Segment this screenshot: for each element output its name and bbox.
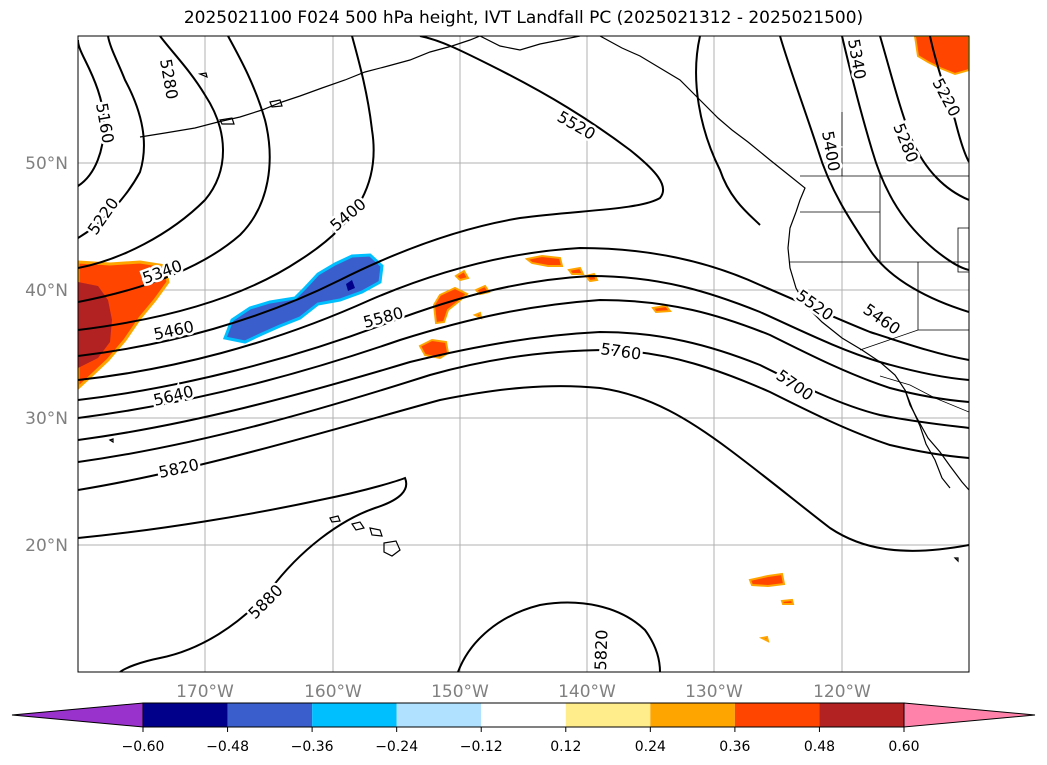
- colorbar: −0.60 −0.48 −0.36 −0.24 −0.12 0.12 0.24 0.36 0.4…: [11, 702, 1036, 755]
- ivt-patch-6: [567, 266, 585, 275]
- colorbar-segment: [143, 703, 228, 727]
- colorbar-extend-high: [903, 702, 1036, 728]
- contour-5880: [78, 476, 408, 672]
- colorbar-segment: [227, 703, 313, 727]
- ivt-patch-9: [472, 311, 483, 320]
- colorbar-segment: [396, 703, 482, 727]
- contour-5400: [78, 36, 375, 331]
- contour-5280: [78, 36, 224, 269]
- contour-5640: [78, 298, 969, 419]
- lon-label: 120°W: [813, 682, 871, 702]
- contour-5340: [78, 36, 271, 303]
- contour-label: 5160: [92, 101, 118, 144]
- lon-label: 160°W: [304, 682, 362, 702]
- contour-5520-ne: [695, 36, 761, 226]
- colorbar-segment: [734, 703, 820, 727]
- contour-5760: [78, 348, 969, 463]
- ivt-patch-8: [651, 304, 672, 314]
- contour-5220: [78, 36, 146, 239]
- ivt-patch-3: [524, 254, 564, 267]
- map-title: 2025021100 F024 500 hPa height, IVT Land…: [183, 8, 864, 28]
- contour-label: 5820: [591, 629, 611, 670]
- map-border: [77, 35, 970, 673]
- colorbar-tick-label: −0.24: [375, 739, 418, 755]
- lat-labels: 50°N 40°N 30°N 20°N: [25, 154, 68, 556]
- ivt-patch-ne: [913, 36, 969, 76]
- contour-5820: [78, 385, 969, 552]
- height-contours: [78, 36, 969, 672]
- contour-5820-south: [457, 601, 661, 672]
- lon-label: 150°W: [431, 682, 489, 702]
- lon-label: 170°W: [176, 682, 234, 702]
- colorbar-tick-label: 0.24: [635, 739, 666, 755]
- ivt-patch-10: [748, 572, 786, 588]
- lon-labels: 170°W 160°W 150°W 140°W 130°W 120°W: [176, 682, 871, 702]
- colorbar-segment: [565, 703, 651, 727]
- ivt-patch-1: [432, 286, 469, 325]
- lat-label: 40°N: [25, 281, 68, 301]
- ivt-negative-core: [346, 280, 355, 291]
- ivt-shading: [78, 36, 969, 643]
- colorbar-tick-label: −0.12: [460, 739, 503, 755]
- lat-gridlines: [78, 162, 969, 546]
- lat-label: 50°N: [25, 154, 68, 174]
- contour-5520: [78, 246, 969, 381]
- colorbar-segment: [312, 703, 397, 727]
- contour-5700: [78, 330, 969, 441]
- contour-5160: [78, 39, 106, 187]
- colorbar-segment: [819, 703, 904, 727]
- contour-5460: [78, 36, 665, 357]
- colorbar-segment: [650, 703, 735, 727]
- contour-5580: [78, 274, 969, 401]
- colorbar-segments: [11, 702, 1036, 728]
- lon-label: 130°W: [685, 682, 743, 702]
- contour-5400-ne: [779, 36, 969, 313]
- contour-5340-ne: [841, 36, 969, 271]
- lon-label: 140°W: [558, 682, 616, 702]
- colorbar-tick-label: 0.36: [719, 739, 750, 755]
- colorbar-tick-label: −0.36: [291, 739, 334, 755]
- ivt-patch-11: [780, 598, 795, 605]
- colorbar-tick-label: −0.48: [206, 739, 249, 755]
- lat-label: 30°N: [25, 409, 68, 429]
- colorbar-tick-label: 0.48: [804, 739, 835, 755]
- colorbar-outline: [142, 702, 905, 728]
- ivt-patch-12: [758, 635, 770, 643]
- colorbar-segment: [481, 703, 566, 727]
- lat-label: 20°N: [25, 536, 68, 556]
- ivt-positive-west-core: [78, 282, 112, 368]
- colorbar-tick-label: 0.60: [888, 739, 919, 755]
- colorbar-ticks: −0.60 −0.48 −0.36 −0.24 −0.12 0.12 0.24 0.36 0.4…: [122, 727, 920, 755]
- map-frame: [78, 36, 969, 672]
- ivt-negative-band: [222, 253, 384, 344]
- colorbar-tick-label: 0.12: [550, 739, 581, 755]
- colorbar-tick-label: −0.60: [122, 739, 165, 755]
- colorbar-extend-low: [11, 702, 144, 728]
- contour-5220-ne: [929, 36, 969, 163]
- ivt-patch-5: [454, 269, 470, 282]
- contour-5280-ne: [879, 36, 969, 201]
